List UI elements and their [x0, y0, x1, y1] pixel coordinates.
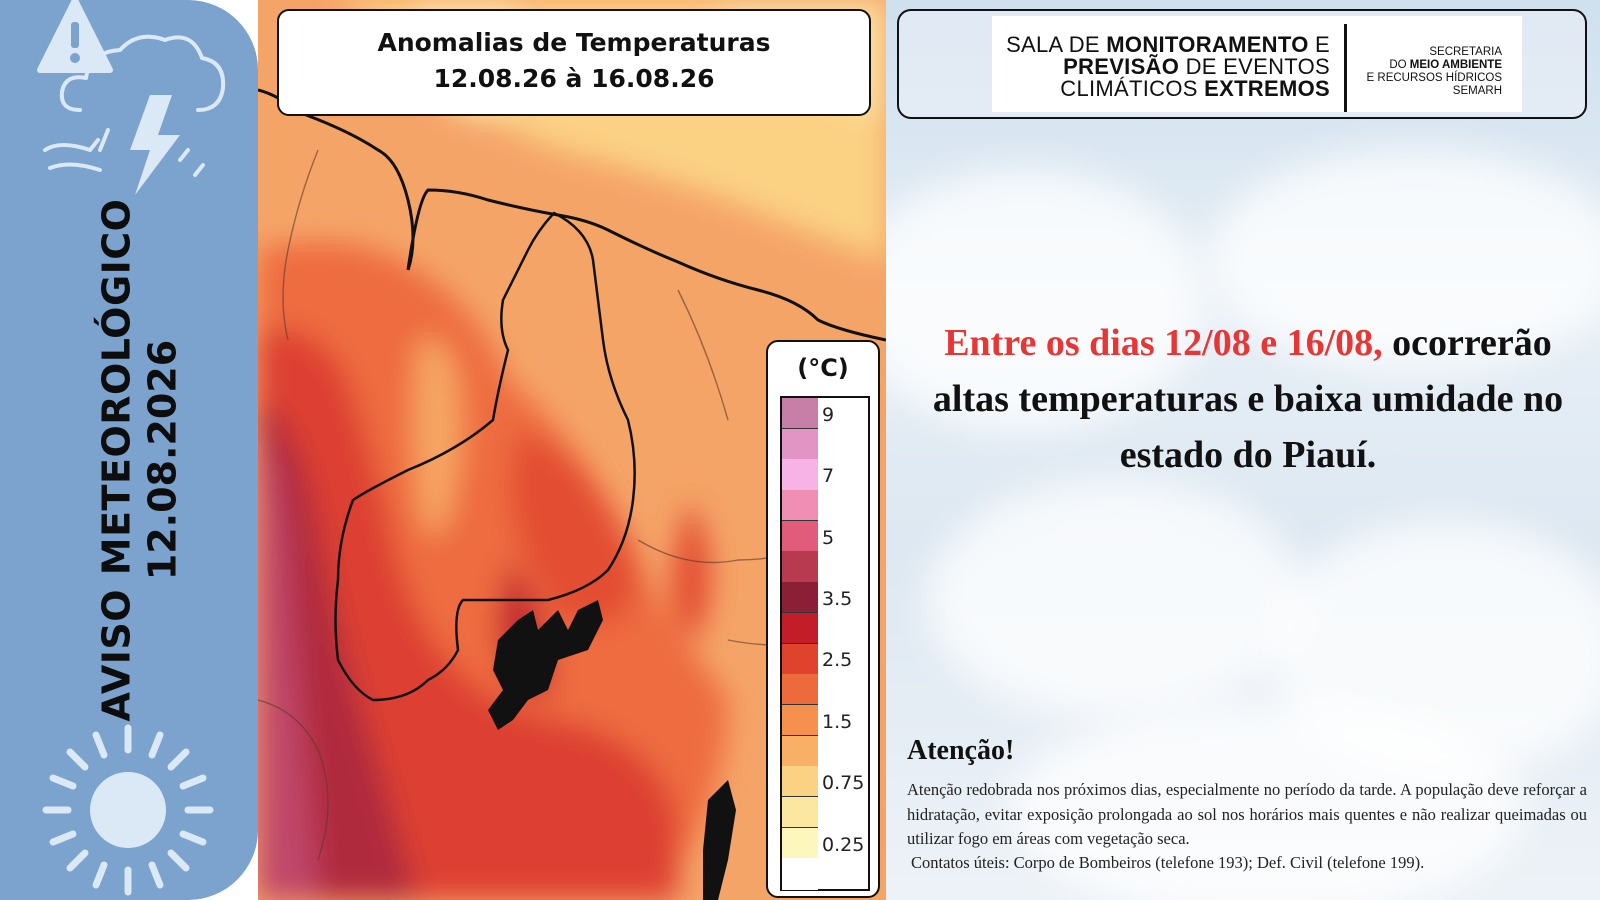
sidebar: AVISO METEOROLÓGICO 12.08.2026: [0, 0, 258, 900]
sidebar-title: AVISO METEOROLÓGICO 12.08.2026: [94, 199, 187, 722]
legend-tick-label: 5: [822, 526, 835, 549]
attention-contacts: Contatos úteis: Corpo de Bombeiros (tele…: [911, 853, 1425, 872]
legend-swatch: [782, 796, 818, 829]
legend-tick-label: 1.5: [822, 710, 853, 733]
legend-swatch: [782, 735, 818, 767]
color-legend: (°C) 9 7 5 3.5 2.5 1.5 0.75 0.25: [766, 340, 880, 898]
map-title: Anomalias de Temperaturas: [377, 28, 771, 57]
logo-divider: [1344, 24, 1347, 112]
legend-swatch: [782, 398, 818, 430]
legend-tick-label: 9: [822, 403, 835, 426]
logo-sala-monitoramento: SALA DE MONITORAMENTO E PREVISÃO DE EVEN…: [1006, 32, 1330, 101]
map-title-box: Anomalias de Temperaturas 12.08.26 à 16.…: [277, 9, 871, 116]
warning-storm-cloud-icon: [37, 0, 226, 195]
legend-unit: (°C): [797, 354, 849, 382]
map-date-range: 12.08.26 à 16.08.26: [433, 64, 715, 93]
legend-swatch: [782, 428, 818, 460]
sidebar-date: 12.08.2026: [141, 339, 185, 581]
legend-swatch: [782, 674, 818, 706]
legend-swatch: [782, 766, 818, 798]
lightning-bolt-icon: [130, 95, 180, 195]
legend-colorbar: 9 7 5 3.5 2.5 1.5 0.75 0.25: [780, 396, 870, 891]
legend-swatch: [782, 704, 818, 737]
sidebar-heading: AVISO METEOROLÓGICO: [94, 198, 139, 722]
legend-tick-label: 0.75: [822, 772, 865, 795]
legend-swatch: [782, 582, 818, 614]
sun-icon: [42, 724, 214, 896]
legend-swatch: [782, 520, 818, 552]
legend-swatch: [782, 551, 818, 583]
legend-swatch: [782, 858, 818, 890]
legend-swatch: [782, 612, 818, 644]
legend-swatch: [782, 459, 818, 491]
legend-tick-label: 0.25: [822, 833, 865, 856]
legend-swatch: [782, 490, 818, 522]
legend-tick-label: 3.5: [822, 588, 853, 610]
legend-tick-label: 7: [822, 465, 835, 488]
attention-body: Atenção redobrada nos próximos dias, esp…: [907, 780, 1587, 848]
logo-semarh: SECRETARIA DO MEIO AMBIENTE E RECURSOS H…: [1366, 46, 1502, 97]
headline-message: Entre os dias 12/08 e 16/08, ocorrerão a…: [905, 315, 1591, 483]
attention-title: Atenção!: [907, 735, 1015, 766]
right-panel: [886, 0, 1600, 900]
legend-swatch: [782, 643, 818, 675]
legend-tick-label: 2.5: [822, 649, 853, 672]
headline-text: ocorrerão altas temperaturas e baixa umi…: [932, 322, 1564, 476]
logo-card: SALA DE MONITORAMENTO E PREVISÃO DE EVEN…: [992, 16, 1522, 112]
headline-dates: Entre os dias 12/08 e 16/08,: [944, 322, 1383, 364]
header-logo-box: SALA DE MONITORAMENTO E PREVISÃO DE EVEN…: [897, 9, 1587, 119]
legend-swatch: [782, 827, 818, 859]
